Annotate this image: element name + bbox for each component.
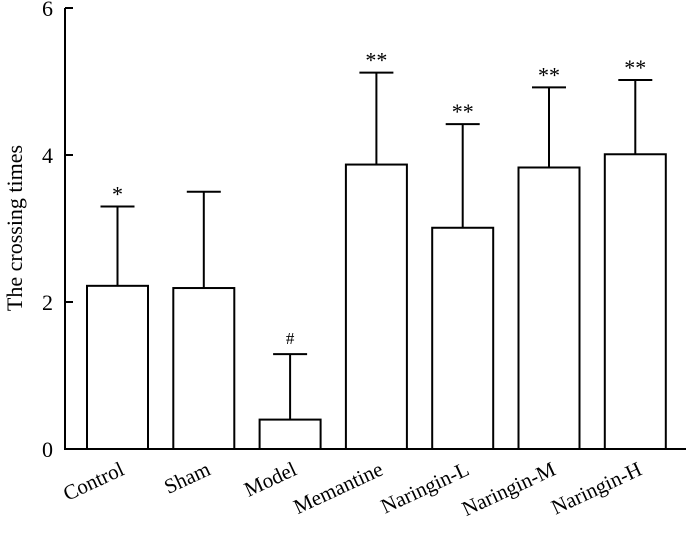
significance-mark: # (286, 329, 295, 348)
bar (431, 226, 495, 450)
y-tick-label: 4 (42, 143, 53, 168)
significance-mark: ** (624, 55, 646, 80)
significance-mark: ** (538, 62, 560, 87)
bar (258, 418, 322, 451)
y-axis-label: The crossing times (2, 145, 27, 311)
x-tick-label: Naringin-H (548, 457, 646, 520)
x-tick-label: Memantine (290, 457, 387, 519)
significance-mark: ** (365, 48, 387, 73)
y-ticks: 0 2 4 6 (42, 0, 73, 462)
bar (344, 163, 408, 450)
x-tick-label: Naringin-M (458, 457, 559, 521)
bar (517, 166, 581, 450)
bar (172, 287, 236, 450)
bar (86, 284, 149, 450)
significance-marks: * # ** ** ** ** (112, 48, 646, 349)
x-tick-label: Naringin-L (377, 457, 473, 519)
x-tick-label: Sham (160, 457, 214, 499)
significance-mark: ** (452, 99, 474, 124)
error-bars (100, 71, 653, 420)
x-tick-label: Control (59, 457, 127, 506)
significance-mark: * (112, 181, 123, 206)
y-tick-label: 2 (42, 290, 53, 315)
x-tick-labels: Control Sham ModelMemantineNaringin-LNarin… (59, 457, 645, 521)
bar (603, 153, 667, 450)
y-tick-label: 0 (42, 437, 53, 462)
y-tick-label: 6 (42, 0, 53, 21)
x-tick-label: Model (240, 457, 300, 502)
bars (86, 153, 667, 451)
